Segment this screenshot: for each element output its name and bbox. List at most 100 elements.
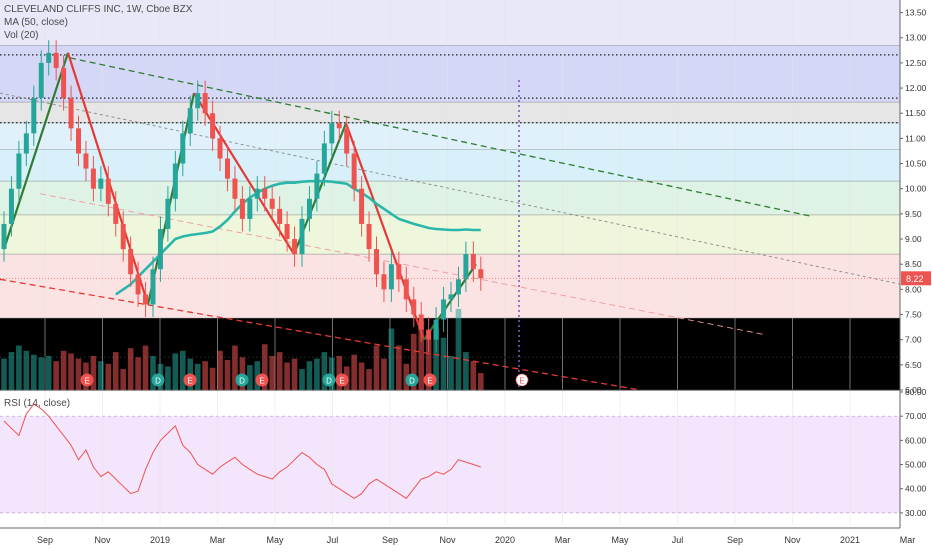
volume-bar [23,350,30,390]
volume-bar [329,357,335,390]
earnings-label: E [84,377,89,386]
price-tick-label: 10.00 [905,184,927,194]
volume-bar [217,350,223,390]
ma-line [115,179,481,296]
volume-bar [366,369,372,390]
price-tick-label: 13.50 [905,8,927,18]
volume-bar [276,352,283,390]
volume-bar [31,354,37,390]
price-tick-label: 11.00 [905,133,926,143]
rsi-tick-label: 80.00 [905,387,927,397]
candle [388,264,394,290]
volume-bar [306,361,313,390]
price-tick-label: 13.00 [905,33,927,43]
volume-bar [418,322,424,390]
candle [225,158,230,179]
volume-bar [396,345,402,390]
candle [83,153,89,169]
volume-bar [269,356,275,390]
candle [46,52,52,63]
fib-zone [0,0,900,46]
candle [329,123,335,144]
candle [38,62,44,99]
candle [277,208,283,224]
trendline-lower [0,278,641,391]
time-tick-label: Mar [900,535,916,545]
candle [172,163,178,199]
fib-zone [0,122,900,150]
volume-bar [232,345,238,390]
volume-bar [455,308,462,390]
candle [105,178,111,204]
volume-bar [284,362,290,390]
volume-bar [358,362,365,390]
candle [455,279,461,295]
volume-bar [381,358,387,390]
candle [254,188,260,199]
candle [381,274,387,290]
volume-bar [373,345,380,390]
candle [217,138,223,159]
rsi-band [0,416,900,513]
candle [53,52,59,68]
candle [396,264,402,280]
volume-bar [410,333,417,390]
price-tick-label: 12.00 [905,83,927,93]
volume-bar [150,356,156,390]
candle [90,168,96,189]
candle [411,299,417,315]
volume-bar [194,363,201,390]
price-tick-label: 7.50 [905,310,922,320]
time-tick-label: Sep [37,535,53,545]
earnings-marker [183,373,197,387]
volume-bar [38,357,45,390]
candle [366,223,372,250]
candle [403,279,409,300]
price-tick-label: 6.50 [905,360,922,370]
candle [262,188,268,199]
dividend-marker [322,373,336,387]
time-tick-label: May [611,535,629,545]
volume-bar [1,358,7,390]
volume-bar [112,352,119,390]
volume-bar [321,352,328,390]
dividend-marker [235,373,249,387]
rsi-tick-label: 70.00 [905,411,927,421]
candle [150,269,156,305]
candle [374,249,379,275]
earnings-marker [335,373,349,387]
time-tick-label: 2020 [495,535,515,545]
candle [314,173,320,199]
volume-bar [142,345,149,390]
time-tick-label: Mar [555,535,571,545]
fib-zone [0,181,900,215]
rsi-tick-label: 40.00 [905,484,927,494]
volume-bar [98,361,104,390]
volume-bar [247,365,253,390]
candle [98,178,104,189]
candle [128,249,134,275]
candle [463,254,469,280]
candle [247,198,253,219]
candle [344,128,350,154]
earnings-label: E [339,377,344,386]
time-tick-label: Sep [727,535,743,545]
volume-bar [60,350,67,390]
dividend-marker [151,373,165,387]
dividend-label: D [326,377,332,386]
rsi-tick-label: 60.00 [905,435,927,445]
price-tick-label: 12.50 [905,58,927,68]
time-tick-label: 2019 [150,535,170,545]
candle [470,254,476,270]
volume-bar [314,358,320,390]
time-tick-label: Jul [672,535,684,545]
time-tick-label: Mar [210,535,226,545]
candle [232,178,238,199]
candle [195,93,201,109]
dividend-marker [405,373,419,387]
time-tick-label: Jul [327,535,339,545]
earnings-marker [423,373,437,387]
swing-line [2,52,70,250]
